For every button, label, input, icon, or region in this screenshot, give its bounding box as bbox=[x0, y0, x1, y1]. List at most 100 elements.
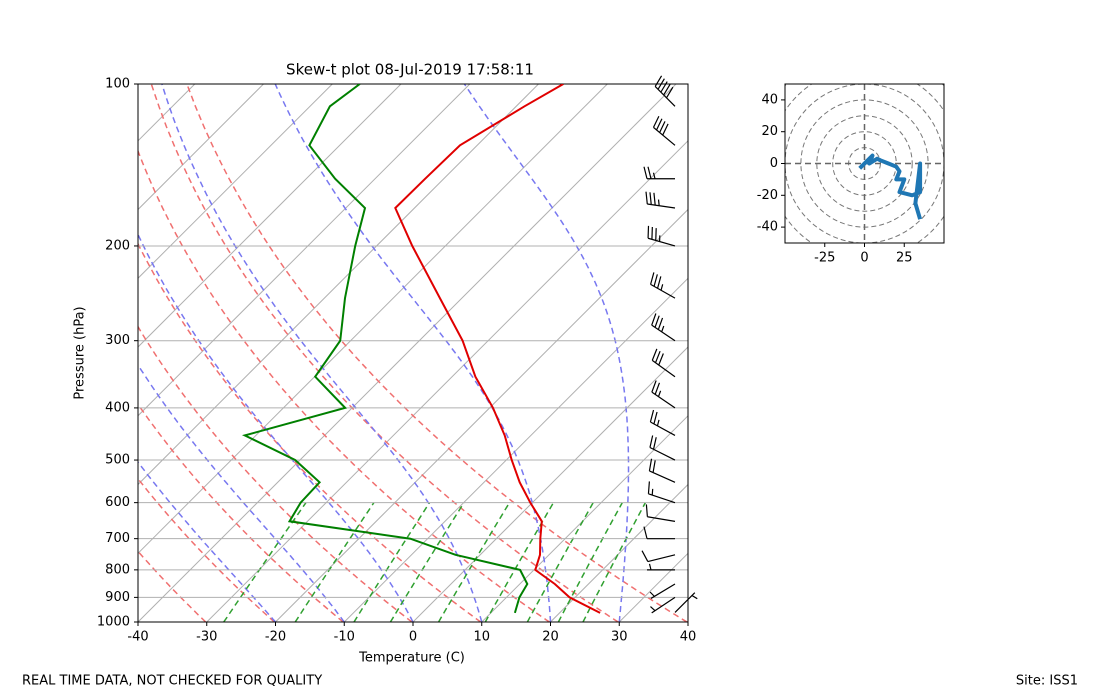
y-tick-label: 200 bbox=[105, 238, 130, 253]
isotherm bbox=[343, 277, 688, 622]
y-tick-label: -20 bbox=[757, 188, 778, 203]
barb-path bbox=[649, 435, 676, 461]
x-tick-label: -30 bbox=[196, 630, 217, 645]
wind-barb bbox=[651, 380, 676, 409]
barb-path bbox=[651, 313, 676, 342]
barb-path bbox=[641, 550, 676, 563]
dry-adiabat bbox=[186, 84, 688, 622]
wind-barb bbox=[649, 583, 676, 599]
isotherm bbox=[412, 346, 688, 622]
y-tick-label: 800 bbox=[105, 562, 130, 577]
isotherm bbox=[138, 84, 333, 279]
x-tick-label: -20 bbox=[265, 630, 286, 645]
hodograph-rings bbox=[785, 84, 944, 243]
plot-frame bbox=[784, 83, 945, 244]
wind-barb bbox=[645, 191, 676, 209]
x-tick-label: 20 bbox=[542, 630, 559, 645]
moist-adiabat bbox=[138, 460, 277, 622]
x-tick-label: 0 bbox=[860, 251, 868, 266]
isotherm bbox=[138, 84, 264, 211]
barb-path bbox=[647, 563, 675, 571]
x-tick-label: 25 bbox=[896, 251, 913, 266]
wind-barb bbox=[645, 504, 676, 522]
y-tick-label: 300 bbox=[105, 333, 130, 348]
isotherm bbox=[138, 84, 539, 486]
barb-path bbox=[650, 596, 676, 614]
x-tick-label: 0 bbox=[409, 630, 417, 645]
y-tick-label: 700 bbox=[105, 531, 130, 546]
barb-path bbox=[674, 592, 698, 613]
x-tick-label: 10 bbox=[473, 630, 490, 645]
y-tick-label: 400 bbox=[105, 400, 130, 415]
wind-barb bbox=[647, 481, 676, 504]
chart-title: Skew-t plot 08-Jul-2019 17:58:11 bbox=[286, 61, 534, 79]
dry-adiabat bbox=[138, 149, 550, 622]
isotherm bbox=[481, 415, 688, 622]
wind-barb bbox=[649, 435, 676, 461]
dry-adiabat bbox=[138, 477, 275, 622]
wind-barb bbox=[643, 166, 675, 180]
barb-path bbox=[645, 504, 676, 522]
dry-adiabat bbox=[138, 242, 482, 622]
isotherm bbox=[138, 84, 402, 348]
y-tick-label: 900 bbox=[105, 590, 130, 605]
isotherm bbox=[618, 552, 688, 622]
y-axis-label: Pressure (hPa) bbox=[73, 306, 88, 399]
wind-barb bbox=[674, 592, 698, 613]
barb-path bbox=[648, 458, 676, 483]
dry-adiabat bbox=[138, 402, 344, 622]
mixing-ratio-line bbox=[437, 502, 511, 622]
y-tick-label: 40 bbox=[761, 92, 778, 107]
x-tick-label: -40 bbox=[127, 630, 148, 645]
wind-barb bbox=[649, 409, 676, 436]
y-tick-label: 500 bbox=[105, 453, 130, 468]
isotherm bbox=[206, 140, 688, 622]
profile-line bbox=[394, 84, 601, 614]
mixing-ratio-line bbox=[353, 502, 431, 622]
barb-path bbox=[643, 166, 675, 180]
barb-path bbox=[654, 75, 676, 107]
isotherm bbox=[0, 84, 57, 622]
wind-barb bbox=[650, 596, 676, 614]
y-tick-label: 100 bbox=[105, 77, 130, 92]
footer-note: REAL TIME DATA, NOT CHECKED FOR QUALITY bbox=[22, 674, 322, 689]
barb-path bbox=[651, 348, 676, 378]
wind-barb bbox=[643, 526, 675, 540]
isotherm bbox=[138, 84, 471, 417]
y-tick-label: 600 bbox=[105, 495, 130, 510]
x-tick-label: 30 bbox=[611, 630, 628, 645]
wind-barb bbox=[647, 563, 675, 571]
isotherm bbox=[275, 208, 688, 622]
profile-line bbox=[241, 84, 529, 614]
wind-barb bbox=[647, 225, 676, 247]
wind-barb bbox=[641, 550, 676, 563]
y-tick-label: 0 bbox=[770, 156, 778, 171]
isotherm bbox=[138, 84, 608, 555]
hodograph-line bbox=[858, 153, 923, 220]
isotherm bbox=[138, 84, 196, 142]
mixing-ratio-line bbox=[484, 502, 555, 622]
dry-adiabat bbox=[150, 84, 619, 622]
wind-barb bbox=[654, 75, 676, 107]
barb-path bbox=[643, 526, 675, 540]
barb-path bbox=[645, 191, 676, 209]
plot-frame bbox=[137, 83, 689, 623]
x-tick-label: 40 bbox=[680, 630, 697, 645]
background-lines bbox=[0, 84, 688, 622]
moist-adiabat bbox=[274, 84, 552, 622]
footer-site: Site: ISS1 bbox=[1016, 674, 1078, 689]
dry-adiabat bbox=[138, 550, 207, 622]
barb-path bbox=[649, 583, 676, 599]
barb-path bbox=[652, 115, 676, 146]
barb-path bbox=[647, 225, 676, 247]
mixing-ratio-line bbox=[582, 502, 647, 622]
isotherm bbox=[550, 483, 688, 622]
barb-path bbox=[649, 409, 676, 436]
wind-barb bbox=[652, 115, 676, 146]
y-tick-label: 20 bbox=[761, 124, 778, 139]
moist-adiabat bbox=[161, 84, 483, 622]
moist-adiabat bbox=[463, 84, 630, 622]
x-tick-label: -10 bbox=[334, 630, 355, 645]
